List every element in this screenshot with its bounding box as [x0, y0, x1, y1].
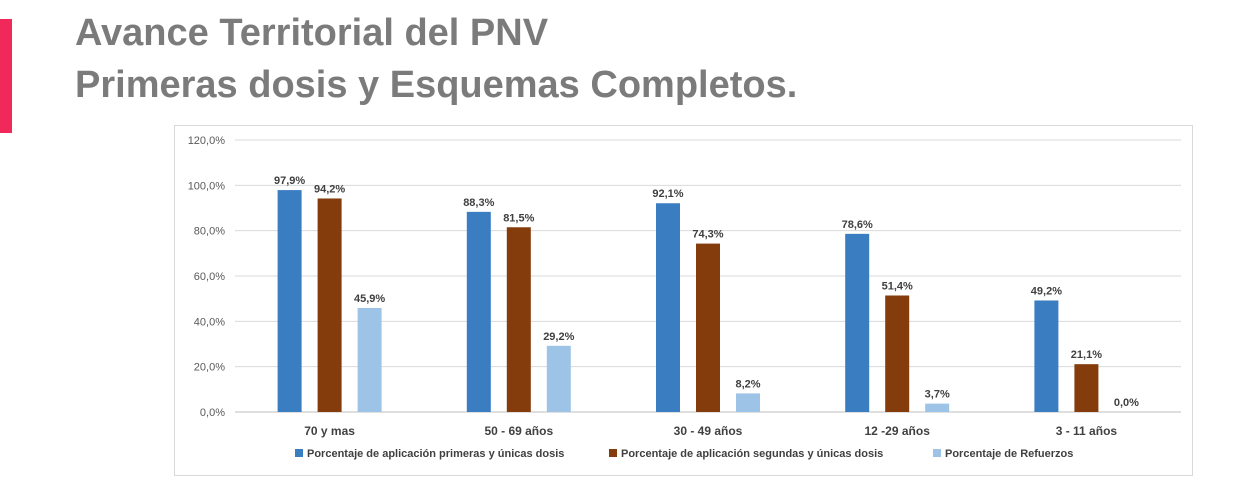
data-label: 74,3%: [692, 229, 723, 241]
y-tick-label: 40,0%: [194, 316, 225, 328]
bar: [1074, 364, 1099, 412]
y-tick-label: 120,0%: [188, 135, 226, 147]
x-tick-label: 12 -29 años: [865, 424, 931, 438]
legend-label: Porcentaje de aplicación primeras y únic…: [307, 448, 564, 460]
y-tick-label: 20,0%: [194, 362, 225, 374]
bar: [885, 295, 910, 412]
data-label: 88,3%: [463, 197, 494, 209]
data-label: 0,0%: [1114, 397, 1139, 409]
data-label: 51,4%: [882, 280, 913, 292]
data-label: 49,2%: [1031, 285, 1062, 297]
bar: [506, 227, 531, 412]
y-tick-label: 80,0%: [194, 226, 225, 238]
bar: [696, 243, 720, 412]
legend-label: Porcentaje de Refuerzos: [945, 448, 1073, 460]
y-tick-label: 0,0%: [200, 407, 225, 419]
bar: [845, 233, 870, 412]
slide-subtitle: Primeras dosis y Esquemas Completos.: [75, 64, 798, 106]
legend-label: Porcentaje de aplicación segundas y únic…: [621, 448, 883, 460]
x-tick-label: 50 - 69 años: [484, 424, 553, 438]
bar: [656, 203, 680, 412]
data-label: 81,5%: [503, 212, 534, 224]
bar: [546, 345, 571, 412]
bar: [736, 393, 760, 412]
bar-chart: 0,0% 20,0% 40,0% 60,0% 80,0% 100,0% 120,0% 97,9…: [188, 135, 1181, 460]
data-label: 92,1%: [652, 188, 683, 200]
data-label: 78,6%: [842, 219, 873, 231]
x-tick-label: 70 y mas: [304, 424, 355, 438]
slide-title: Avance Territorial del PNV: [75, 12, 549, 54]
data-label: 8,2%: [735, 378, 760, 390]
chart-frame: 0,0% 20,0% 40,0% 60,0% 80,0% 100,0% 120,0% 97,9…: [174, 125, 1193, 476]
bar: [1034, 300, 1059, 412]
bar: [925, 403, 950, 412]
legend-swatch: [609, 449, 617, 457]
data-label: 3,7%: [925, 389, 950, 401]
data-label: 97,9%: [274, 175, 305, 187]
bar: [466, 211, 491, 412]
x-tick-label: 3 - 11 años: [1056, 424, 1118, 438]
bar: [357, 307, 382, 412]
data-label: 94,2%: [314, 183, 345, 195]
data-label: 29,2%: [543, 331, 574, 343]
y-tick-label: 60,0%: [194, 271, 225, 283]
data-label: 45,9%: [354, 293, 385, 305]
accent-bar: [0, 19, 12, 133]
bar: [277, 190, 302, 412]
legend-swatch: [933, 449, 941, 457]
bar: [317, 198, 342, 412]
x-tick-label: 30 - 49 años: [674, 424, 743, 438]
data-label: 21,1%: [1071, 349, 1102, 361]
legend-swatch: [295, 449, 303, 457]
y-tick-label: 100,0%: [188, 180, 226, 192]
